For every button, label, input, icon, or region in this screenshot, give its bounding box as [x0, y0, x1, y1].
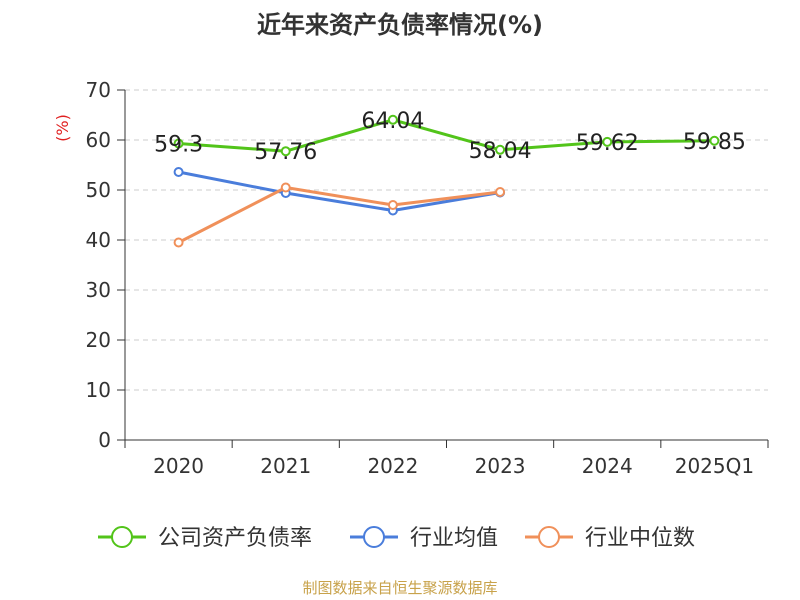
legend-marker [538, 526, 560, 548]
x-tick-label: 2021 [260, 454, 311, 478]
series-group [173, 114, 720, 248]
data-label: 59.3 [154, 133, 203, 158]
x-tick-label: 2023 [475, 454, 526, 478]
data-label: 57.76 [254, 140, 317, 165]
chart-title: 近年来资产负债率情况(%) [257, 11, 543, 39]
data-point [280, 146, 291, 157]
legend-label: 公司资产负债率 [158, 526, 312, 551]
legend-item-1[interactable]: 行业均值 [350, 526, 498, 551]
y-tick-label: 0 [98, 428, 111, 452]
series-line-0 [178, 118, 715, 153]
source-note: 制图数据来自恒生聚源数据库 [302, 579, 497, 597]
series-line-2 [177, 186, 501, 244]
data-point [387, 200, 398, 210]
y-tick-label: 40 [86, 228, 111, 252]
data-point [709, 135, 720, 146]
data-point [495, 144, 506, 155]
legend-marker [363, 526, 385, 548]
y-tick-label: 30 [86, 278, 111, 302]
data-point [173, 138, 184, 149]
data-point [173, 237, 184, 248]
series-line-1 [178, 170, 501, 212]
y-tick-label: 20 [86, 328, 111, 352]
data-point [387, 114, 398, 125]
data-labels: 59.3 57.76 64.04 58.04 59.62 59.85 [154, 109, 746, 165]
y-tick-label: 50 [86, 178, 111, 202]
x-tick-label: 2025Q1 [675, 454, 754, 478]
legend[interactable]: 公司资产负债率 行业均值 行业中位数 [98, 526, 695, 551]
data-label: 64.04 [361, 109, 424, 134]
data-label: 59.85 [683, 130, 746, 155]
data-label: 59.62 [576, 131, 639, 156]
x-tick-label: 2024 [582, 454, 633, 478]
data-point [280, 182, 291, 193]
y-tick-label: 70 [86, 78, 111, 102]
axes: 0 10 20 30 40 50 60 70 2020 2021 2022 2023 2024 2025Q… [86, 78, 769, 478]
legend-item-0[interactable]: 公司资产负债率 [98, 526, 312, 551]
data-point [173, 167, 184, 177]
legend-marker [111, 526, 133, 548]
legend-label: 行业中位数 [585, 526, 695, 551]
y-tick-label: 10 [86, 378, 111, 402]
x-tick-label: 2020 [153, 454, 204, 478]
x-tick-label: 2022 [367, 454, 418, 478]
y-tick-label: 60 [86, 128, 111, 152]
data-point [495, 187, 506, 197]
legend-item-2[interactable]: 行业中位数 [525, 526, 695, 551]
legend-label: 行业均值 [410, 526, 498, 551]
data-label: 58.04 [469, 139, 532, 164]
data-point [602, 136, 613, 147]
y-axis-label: (%) [53, 114, 72, 142]
